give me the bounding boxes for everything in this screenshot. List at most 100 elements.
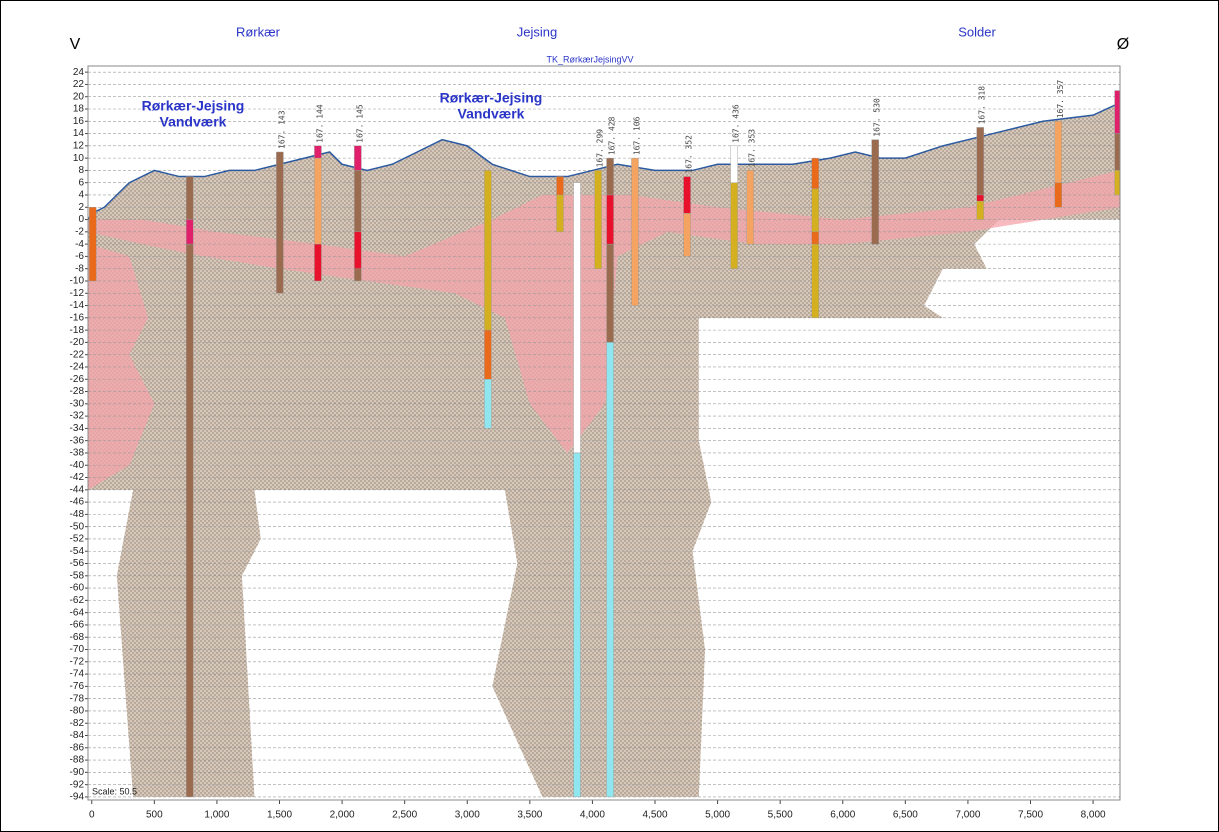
y-tick-label: -78 <box>70 693 85 704</box>
terrain-line <box>88 102 1120 220</box>
x-tick-label: 5,000 <box>705 810 730 821</box>
x-tick-label: 6,500 <box>893 810 918 821</box>
x-tick-label: 1,500 <box>267 810 292 821</box>
y-tick-label: -92 <box>70 779 85 790</box>
x-tick-label: 1,000 <box>204 810 229 821</box>
borehole-layer <box>811 157 819 190</box>
y-tick-label: 16 <box>73 116 85 127</box>
y-tick-label: 22 <box>73 79 85 90</box>
y-tick-label: -22 <box>70 349 85 360</box>
y-tick-label: -6 <box>75 251 84 262</box>
x-tick-label: 4,500 <box>642 810 667 821</box>
y-tick-label: -60 <box>70 583 85 594</box>
y-tick-label: -16 <box>70 312 85 323</box>
y-tick-label: -36 <box>70 435 85 446</box>
y-tick-label: -8 <box>75 263 84 274</box>
y-tick-label: 10 <box>73 153 85 164</box>
x-tick-label: 2,000 <box>330 810 355 821</box>
plot-frame <box>87 65 1121 801</box>
borehole-layer <box>730 182 738 269</box>
borehole-layer <box>606 243 614 343</box>
y-tick-label: -66 <box>70 620 85 631</box>
y-tick-label: -80 <box>70 706 85 717</box>
y-tick-label: 6 <box>78 177 84 188</box>
borehole-layer <box>606 157 614 196</box>
borehole-layer <box>89 207 97 282</box>
y-tick-label: -48 <box>70 509 85 520</box>
borehole-layer <box>811 188 819 233</box>
x-tick-label: 4,000 <box>580 810 605 821</box>
y-tick-label: -54 <box>70 546 85 557</box>
borehole-layer <box>976 127 984 196</box>
y-tick-label: -86 <box>70 742 85 753</box>
y-tick-label: 8 <box>78 165 84 176</box>
borehole-layer <box>976 200 984 220</box>
borehole-layer <box>484 329 492 380</box>
borehole-layer <box>594 170 602 269</box>
borehole-layer <box>683 176 691 214</box>
borehole-label: 167. 436 <box>732 104 741 143</box>
borehole-layer <box>276 151 284 294</box>
y-tick-label: -70 <box>70 644 85 655</box>
borehole-label: 167. 352 <box>685 135 694 174</box>
x-tick-label: 5,500 <box>768 810 793 821</box>
y-tick-label: -18 <box>70 325 85 336</box>
geology-area <box>88 170 1120 453</box>
borehole-layer <box>186 176 194 220</box>
borehole-layer <box>811 231 819 245</box>
x-tick-label: 3,000 <box>455 810 480 821</box>
y-tick-label: 2 <box>78 202 84 213</box>
y-tick-label: -32 <box>70 411 85 422</box>
borehole-layer <box>1054 121 1062 183</box>
x-tick-label: 8,000 <box>1081 810 1106 821</box>
y-tick-label: -64 <box>70 607 85 618</box>
scale-label: Scale: 50.5 <box>92 786 137 796</box>
y-tick-label: 14 <box>73 128 85 139</box>
y-tick-label: -62 <box>70 595 85 606</box>
x-tick-label: 6,000 <box>830 810 855 821</box>
y-tick-label: 18 <box>73 104 85 115</box>
y-tick-label: 4 <box>78 190 84 201</box>
y-tick-label: -88 <box>70 755 85 766</box>
left-label: V <box>70 36 81 53</box>
y-tick-label: -40 <box>70 460 85 471</box>
y-tick-label: -94 <box>70 792 85 803</box>
y-tick-label: -30 <box>70 398 85 409</box>
borehole-layer <box>484 379 492 429</box>
y-tick-label: -46 <box>70 497 85 508</box>
x-tick-label: 2,500 <box>392 810 417 821</box>
y-tick-label: -50 <box>70 521 85 532</box>
x-tick-label: 3,500 <box>517 810 542 821</box>
y-tick-label: -14 <box>70 300 85 311</box>
y-tick-label: -12 <box>70 288 85 299</box>
y-tick-label: -34 <box>70 423 85 434</box>
borehole-layer <box>573 182 581 454</box>
place-label: Jejsing <box>517 24 557 39</box>
y-tick-label: -72 <box>70 656 85 667</box>
borehole-layer <box>354 231 362 269</box>
borehole-layer <box>484 170 492 331</box>
borehole-layer <box>746 170 754 245</box>
y-tick-label: -82 <box>70 718 85 729</box>
borehole-layer <box>354 268 362 282</box>
y-tick-label: 0 <box>78 214 84 225</box>
y-tick-label: 20 <box>73 91 85 102</box>
overlay: 242220181614121086420-2-4-6-8-10-12-14-1… <box>70 67 1106 821</box>
y-tick-label: 24 <box>73 67 85 78</box>
borehole-layer <box>606 342 614 798</box>
borehole-layer <box>976 194 984 202</box>
borehole-layer <box>573 452 581 798</box>
y-tick-label: -68 <box>70 632 85 643</box>
borehole-layer <box>1114 170 1120 196</box>
y-tick-label: -42 <box>70 472 85 483</box>
x-tick-label: 0 <box>89 810 95 821</box>
y-tick-label: -58 <box>70 570 85 581</box>
borehole-label: 167. 353 <box>748 129 757 168</box>
y-tick-label: -76 <box>70 681 85 692</box>
borehole-label: 167. 144 <box>315 104 324 143</box>
annotation: Vandværk <box>458 106 525 122</box>
x-tick-label: 7,000 <box>955 810 980 821</box>
borehole-layer <box>871 139 879 245</box>
borehole-layer <box>556 176 564 196</box>
borehole-layer <box>314 145 322 159</box>
